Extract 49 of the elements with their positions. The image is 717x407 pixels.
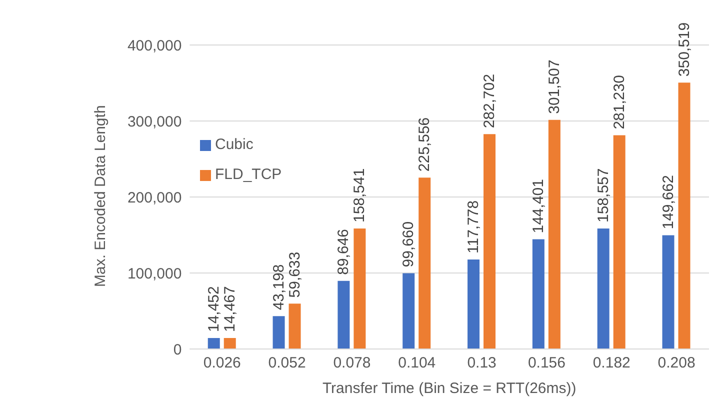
bar: [468, 259, 480, 349]
data-label: 43,198: [270, 264, 288, 310]
bar: [402, 273, 415, 349]
x-tick-label: 0.182: [592, 354, 630, 372]
x-tick-label: 0.13: [467, 354, 496, 372]
bar: [532, 239, 544, 349]
data-label: 59,633: [286, 252, 304, 298]
bar: [678, 82, 690, 349]
data-label: 301,507: [546, 60, 563, 114]
x-tick-label: 0.208: [658, 354, 696, 372]
data-label: 282,702: [481, 74, 498, 128]
x-tick-label: 0.026: [203, 354, 241, 372]
y-tick-label: 0: [173, 341, 182, 358]
y-tick-label: 100,000: [127, 265, 182, 282]
x-tick-label: 0.078: [333, 354, 371, 372]
data-label: 350,519: [676, 22, 693, 77]
bar: [613, 135, 626, 349]
x-tick-label: 0.104: [398, 354, 436, 372]
data-label: 158,557: [594, 168, 612, 222]
data-label: 14,467: [221, 286, 238, 332]
data-label: 117,778: [465, 200, 482, 254]
legend-label: Cubic: [215, 136, 254, 153]
x-tick-label: 0.052: [268, 354, 306, 372]
data-label: 89,646: [335, 228, 352, 275]
x-tick-label: 0.156: [528, 354, 566, 372]
data-label: 281,230: [610, 75, 628, 130]
bar: [288, 304, 301, 349]
x-axis-title: Transfer Time (Bin Size = RTT(26ms)): [322, 380, 576, 397]
bar: [338, 280, 350, 349]
bar: [354, 228, 366, 349]
bar: [272, 316, 285, 349]
bar: [484, 134, 496, 349]
data-label: 99,660: [400, 221, 418, 268]
y-tick-label: 300,000: [127, 113, 182, 130]
y-tick-label: 200,000: [127, 189, 182, 206]
bar: [418, 178, 431, 349]
bar: [548, 120, 560, 349]
bar: [597, 228, 610, 349]
bar: [208, 338, 220, 349]
y-axis-title: Max. Encoded Data Length: [92, 105, 110, 287]
data-label: 225,556: [416, 117, 434, 172]
data-label: 14,452: [205, 286, 222, 332]
y-tick-label: 400,000: [127, 37, 182, 54]
data-label: 144,401: [530, 179, 547, 234]
bar: [662, 235, 674, 349]
bar: [224, 338, 236, 349]
data-label: 149,662: [660, 175, 677, 230]
legend-label: FLD_TCP: [215, 166, 282, 183]
data-label: 158,541: [351, 168, 368, 223]
